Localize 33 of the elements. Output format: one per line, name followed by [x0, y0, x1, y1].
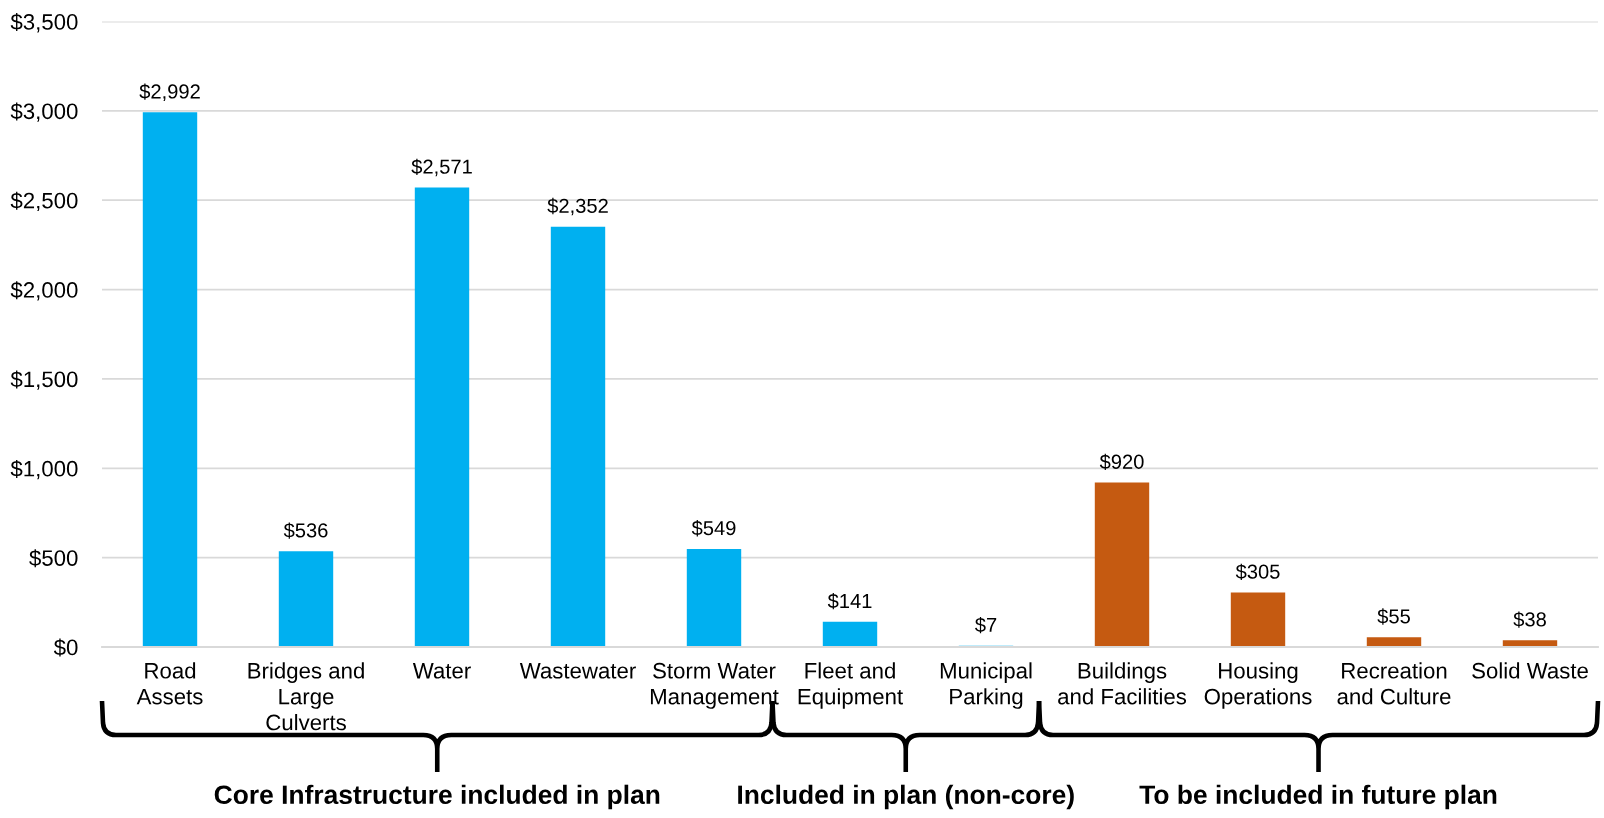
x-tick-label: Recreation and Culture	[1337, 662, 1451, 705]
x-tick-label: Municipal Parking	[940, 662, 1032, 709]
y-tick-label: $1,000	[10, 459, 78, 480]
text: Core Infrastructure included in plan	[214, 784, 660, 810]
y-tick-label: $0	[53, 638, 78, 657]
data-label: $2,571	[411, 158, 472, 177]
x-tick-label: Wastewater	[519, 663, 636, 679]
y-tick-label: $3,500	[10, 13, 78, 33]
text: Included in plan (non-core)	[738, 784, 1074, 810]
y-tick-label: $500	[29, 549, 78, 568]
data-label: $2,992	[139, 83, 200, 101]
x-tick-label: Storm Water Management	[650, 662, 779, 709]
y-tick-label: $2,500	[10, 191, 78, 212]
data-label: $536	[283, 522, 328, 539]
x-tick-label: Solid Waste	[1472, 662, 1588, 679]
y-tick-label: $3,000	[10, 102, 78, 122]
x-tick-label: Bridges and Large Culverts	[248, 662, 364, 731]
x-tick-label: Water	[412, 663, 471, 679]
x-tick-label: Buildings and Facilities	[1058, 662, 1187, 705]
data-label: $549	[691, 520, 736, 537]
data-label: $920	[1099, 453, 1144, 471]
x-tick-label: Road Assets	[136, 662, 203, 705]
data-label: $55	[1377, 608, 1410, 625]
data-label: $141	[827, 592, 872, 610]
data-label: $38	[1513, 611, 1546, 628]
x-tick-label: Housing Operations	[1204, 662, 1312, 709]
data-label: $2,352	[547, 197, 608, 216]
data-label: $305	[1235, 563, 1280, 580]
x-tick-label: Fleet and Equipment	[798, 662, 903, 709]
y-tick-label: $2,000	[10, 281, 78, 301]
text: To be included in future plan	[1139, 784, 1497, 810]
data-label: $7	[975, 616, 997, 634]
y-tick-label: $1,500	[10, 370, 78, 390]
